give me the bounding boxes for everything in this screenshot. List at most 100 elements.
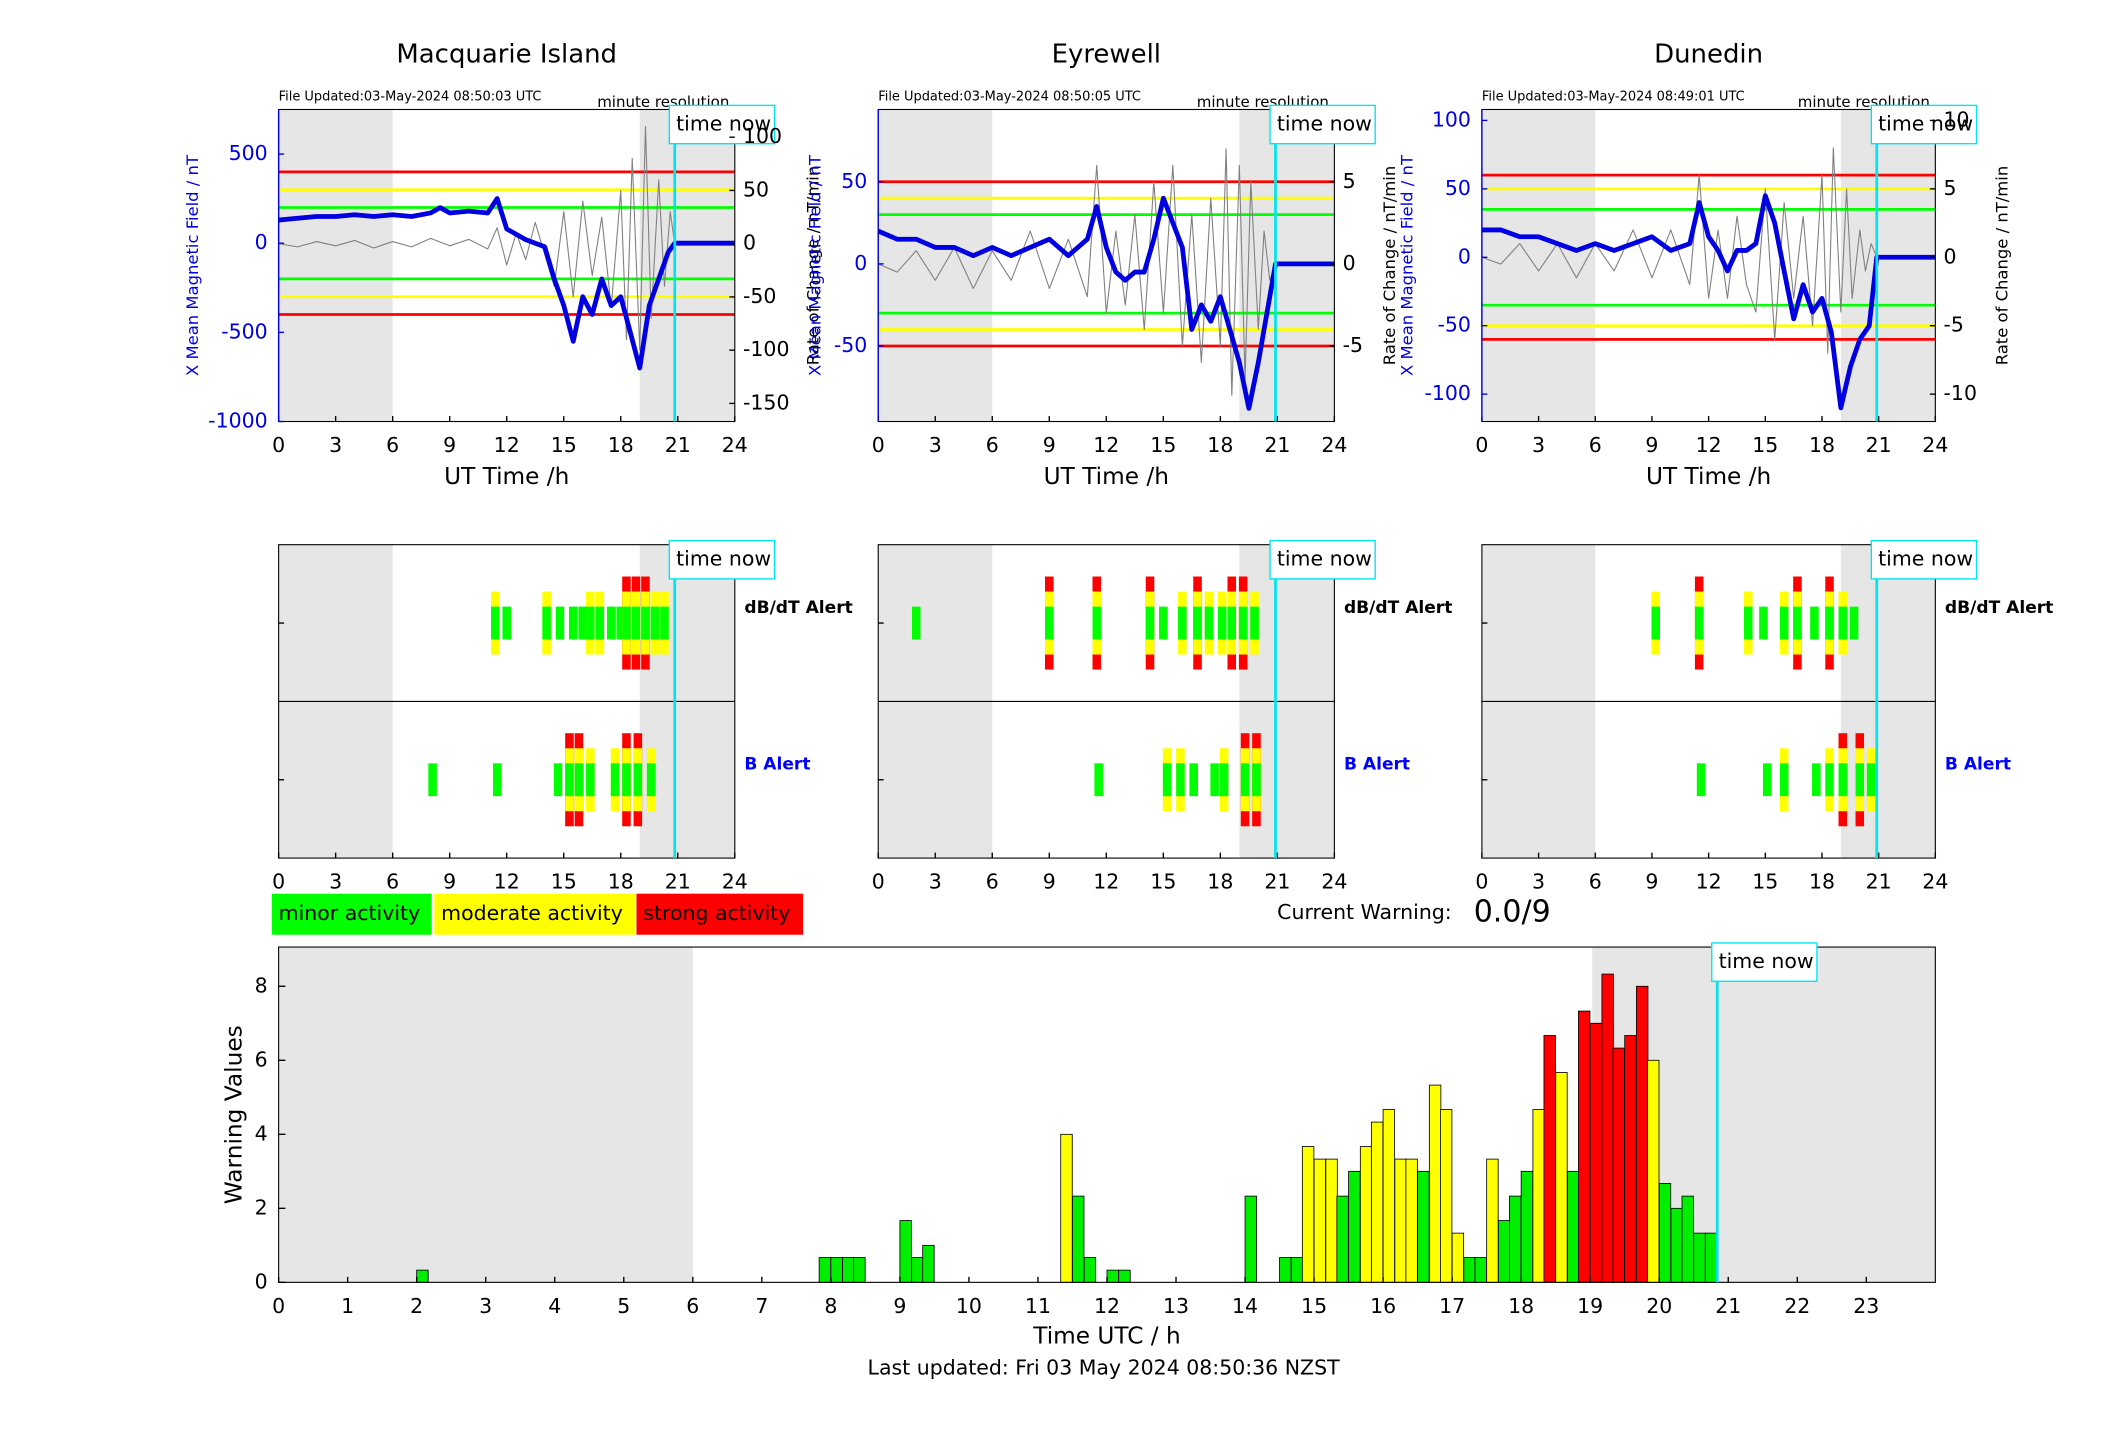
- rate-line: [1481, 147, 1878, 354]
- y-tick-label: 0: [1458, 244, 1471, 268]
- time-now-label: time now: [1277, 547, 1372, 571]
- alert-bar: [1838, 763, 1848, 797]
- row-label: B Alert: [1945, 755, 2011, 775]
- time-now-box: [1269, 104, 1376, 145]
- y2-tick-label: -150: [743, 390, 789, 414]
- row-label: B Alert: [1344, 755, 1410, 775]
- y-tick-label: 8: [255, 973, 268, 997]
- row-label: dB/dT Alert: [744, 598, 852, 618]
- y-tick-label: 50: [1445, 176, 1471, 200]
- alert-bar: [1694, 606, 1704, 640]
- row-label: dB/dT Alert: [1945, 598, 2053, 618]
- x-tick-label: 0: [872, 870, 885, 894]
- current-warning-value: 0.0/9: [1474, 894, 1551, 929]
- x-tick-label: 3: [1532, 433, 1545, 457]
- alert-bar: [1838, 606, 1848, 640]
- x-tick-label: 0: [272, 1294, 285, 1318]
- legend-label: strong activity: [643, 901, 790, 925]
- night-shade: [1481, 109, 1596, 422]
- bar: [1520, 1170, 1534, 1283]
- y2-tick-label: 100: [743, 124, 782, 148]
- bar: [1106, 1269, 1119, 1283]
- night-shade: [878, 109, 993, 422]
- x-tick-label: 24: [1321, 433, 1347, 457]
- x-tick-label: 24: [1922, 870, 1948, 894]
- y-tick-label: -500: [221, 319, 267, 343]
- x-tick-label: 15: [1752, 433, 1778, 457]
- y2-axis-label: Rate of Change / nT/min: [804, 166, 823, 366]
- x-tick-label: 6: [1589, 433, 1602, 457]
- bar: [1567, 1170, 1580, 1283]
- x-tick-label: 21: [665, 870, 691, 894]
- x-tick-label: 15: [1752, 870, 1778, 894]
- x-tick-label: 12: [494, 870, 520, 894]
- alert-bar: [1189, 763, 1199, 797]
- x-tick-label: 24: [1922, 433, 1948, 457]
- file-updated: File Updated:03-May-2024 08:50:05 UTC: [878, 90, 1141, 105]
- alert-bar: [1651, 606, 1660, 640]
- y2-tick-label: -10: [1944, 381, 1977, 405]
- y-tick-label: 0: [255, 1269, 268, 1293]
- bar: [1451, 1232, 1465, 1283]
- time-now-box: [668, 104, 776, 145]
- field-line: [278, 196, 735, 371]
- bar: [899, 1220, 912, 1283]
- y2-axis-label: Rate of Change / nT/min: [1380, 166, 1399, 366]
- alert-bar: [1252, 763, 1261, 797]
- y2-axis-label: Rate of Change / nT/min: [1992, 166, 2011, 366]
- time-now-label: time now: [1277, 112, 1372, 136]
- alert-bar: [1696, 763, 1706, 797]
- alert-bar: [491, 606, 500, 640]
- x-tick-label: 9: [1043, 870, 1056, 894]
- bar: [1636, 985, 1649, 1283]
- x-tick-label: 9: [1645, 870, 1658, 894]
- y2-tick-label: 0: [743, 231, 756, 255]
- bar: [1624, 1035, 1637, 1283]
- x-tick-label: 18: [1207, 870, 1233, 894]
- x-tick-label: 12: [1094, 1294, 1120, 1318]
- alert-bar: [578, 606, 588, 640]
- field-line: [1481, 193, 1936, 411]
- alert-bar: [565, 763, 574, 797]
- y2-tick-label: 0: [1944, 244, 1957, 268]
- x-tick-label: 21: [1715, 1294, 1741, 1318]
- y2-tick-label: 0: [1343, 251, 1356, 275]
- bar: [1670, 1207, 1683, 1283]
- time-now-label: time now: [1878, 547, 1973, 571]
- x-tick-label: 15: [551, 433, 577, 457]
- bar: [842, 1257, 855, 1283]
- time-now-label: time now: [1719, 949, 1814, 973]
- alert-bar: [1250, 606, 1259, 640]
- alert-bar: [1092, 606, 1102, 640]
- x-tick-label: 9: [443, 433, 456, 457]
- x-tick-label: 15: [1150, 433, 1176, 457]
- alert-bar: [492, 763, 502, 797]
- file-updated: File Updated:03-May-2024 08:50:03 UTC: [279, 90, 542, 105]
- alert-bar: [1810, 606, 1819, 640]
- bar: [1359, 1146, 1373, 1283]
- alert-bar: [586, 606, 595, 640]
- alert-bar: [660, 606, 669, 640]
- alert-bar: [553, 763, 563, 797]
- x-tick-label: 18: [1809, 870, 1835, 894]
- y-tick-label: 6: [255, 1047, 268, 1071]
- bar: [1578, 1010, 1591, 1283]
- legend-swatch: [434, 893, 636, 935]
- legend-swatch: [271, 893, 432, 935]
- y-tick-label: 2: [255, 1195, 268, 1219]
- alert-bar: [610, 763, 620, 797]
- alert-bar: [1045, 606, 1054, 640]
- x-tick-label: 1: [341, 1294, 354, 1318]
- alert-bar: [574, 763, 584, 797]
- bar: [1509, 1195, 1522, 1283]
- y-tick-label: 100: [1432, 107, 1471, 131]
- alert-bar: [1193, 606, 1202, 640]
- bar: [1439, 1109, 1453, 1283]
- y-tick-label: -50: [1438, 313, 1471, 337]
- alert-bar: [555, 606, 565, 640]
- bar: [1072, 1195, 1085, 1283]
- x-tick-label: 22: [1784, 1294, 1810, 1318]
- bar: [1681, 1195, 1694, 1283]
- x-tick-label: 9: [1043, 433, 1056, 457]
